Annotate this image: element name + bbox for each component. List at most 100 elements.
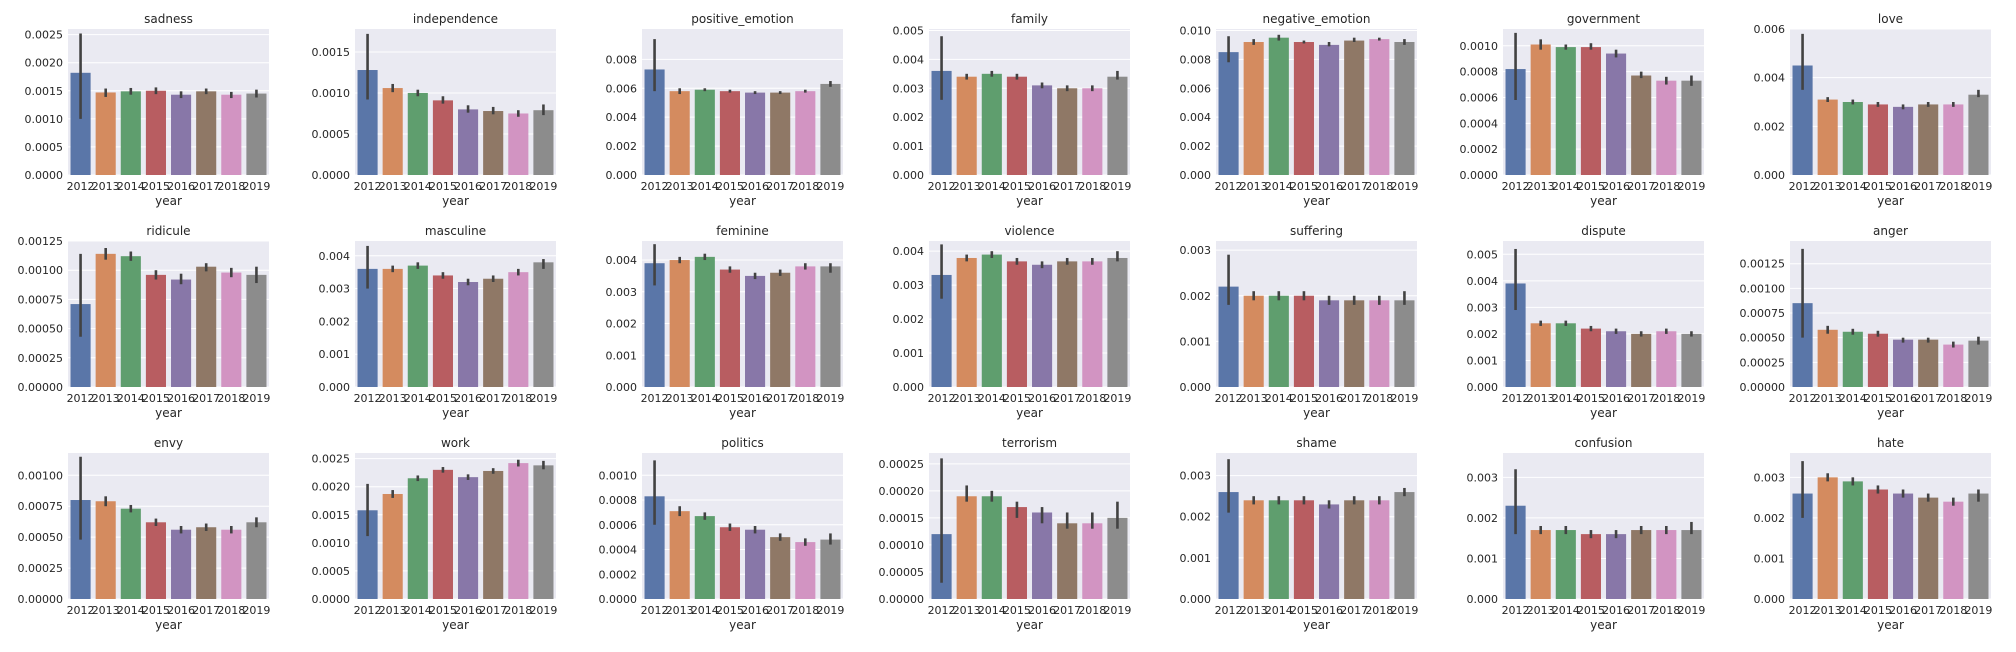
y-tick-label: 0.002 xyxy=(1180,511,1212,524)
y-tick-label: 0.003 xyxy=(319,283,351,296)
y-tick-label: 0.0015 xyxy=(25,85,64,98)
bar-2016 xyxy=(745,529,766,599)
x-tick-label: 2017 xyxy=(766,180,794,193)
y-tick-label: 0.00100 xyxy=(18,264,64,277)
x-tick-label: 2017 xyxy=(1914,392,1942,405)
subplot-title: negative_emotion xyxy=(1263,12,1371,26)
subplot-anger: 0.00000 0.00025 0.00050 0.00075 0.00100 0.001… xyxy=(1740,224,1993,420)
y-tick-label: 0.004 xyxy=(1467,275,1499,288)
x-tick-label: 2019 xyxy=(1677,392,1705,405)
x-tick-label: 2019 xyxy=(1964,392,1992,405)
bar-2014 xyxy=(1555,530,1576,599)
bar-2019 xyxy=(1107,76,1128,175)
bar-2016 xyxy=(1319,504,1340,599)
x-tick-label: 2014 xyxy=(978,392,1006,405)
bar-2016 xyxy=(1319,300,1340,387)
y-tick-label: 0.00015 xyxy=(879,512,925,525)
y-tick-label: 0.00025 xyxy=(18,352,64,365)
y-tick-label: 0.003 xyxy=(1467,301,1499,314)
x-tick-label: 2012 xyxy=(1502,180,1530,193)
x-tick-label: 2016 xyxy=(1028,180,1056,193)
y-tick-label: 0.0010 xyxy=(25,113,64,126)
y-tick-label: 0.00075 xyxy=(1740,307,1786,320)
x-tick-label: 2012 xyxy=(1215,180,1243,193)
bar-2018 xyxy=(508,113,529,175)
bar-2012 xyxy=(70,72,91,175)
subplot-title: envy xyxy=(154,436,183,450)
x-axis-label: year xyxy=(442,618,469,632)
y-tick-label: 0.000 xyxy=(606,169,638,182)
bar-2012 xyxy=(644,263,665,387)
x-tick-label: 2014 xyxy=(691,604,719,617)
y-tick-label: 0.00000 xyxy=(18,593,64,606)
y-tick-label: 0.001 xyxy=(606,349,638,362)
y-tick-label: 0.002 xyxy=(606,140,638,153)
x-tick-label: 2019 xyxy=(242,180,270,193)
x-tick-label: 2018 xyxy=(1652,392,1680,405)
x-tick-label: 2014 xyxy=(1552,392,1580,405)
x-tick-label: 2012 xyxy=(67,604,95,617)
x-axis-label: year xyxy=(155,194,182,208)
x-tick-label: 2019 xyxy=(1390,604,1418,617)
subplot-sadness: 0.0000 0.0005 0.0010 0.0015 0.0020 0.0025 2012… xyxy=(25,12,271,208)
bar-2017 xyxy=(1057,261,1078,387)
bar-2019 xyxy=(1681,80,1702,175)
y-tick-label: 0.0010 xyxy=(312,537,351,550)
x-tick-label: 2018 xyxy=(504,180,532,193)
bar-2012 xyxy=(357,268,378,387)
x-tick-label: 2016 xyxy=(1028,604,1056,617)
x-tick-label: 2014 xyxy=(404,604,432,617)
x-tick-label: 2012 xyxy=(1215,604,1243,617)
y-tick-label: 0.001 xyxy=(893,140,925,153)
y-tick-label: 0.000 xyxy=(1754,593,1786,606)
x-tick-label: 2012 xyxy=(1789,604,1817,617)
x-axis-label: year xyxy=(1016,194,1043,208)
bar-2013 xyxy=(95,253,116,387)
x-tick-label: 2019 xyxy=(529,392,557,405)
bar-2012 xyxy=(357,70,378,175)
subplot-title: independence xyxy=(413,12,498,26)
x-tick-label: 2016 xyxy=(454,180,482,193)
y-tick-label: 0.0006 xyxy=(599,519,638,532)
bar-2014 xyxy=(694,516,715,599)
bar-2016 xyxy=(1032,264,1053,387)
y-tick-label: 0.0000 xyxy=(599,593,638,606)
x-tick-label: 2015 xyxy=(1290,180,1318,193)
bar-2016 xyxy=(171,279,192,387)
subplot-positive_emotion: 0.0000.0020.0040.0060.008201220132014201… xyxy=(606,12,845,208)
bar-2013 xyxy=(1243,295,1264,387)
x-tick-label: 2014 xyxy=(691,392,719,405)
bar-2015 xyxy=(1867,104,1888,175)
subplot-ridicule: 0.00000 0.00025 0.00050 0.00075 0.00100 0.001… xyxy=(18,224,271,420)
bar-2013 xyxy=(95,92,116,175)
y-tick-label: 0.000 xyxy=(1180,169,1212,182)
y-tick-label: 0.002 xyxy=(1754,512,1786,525)
subplot-title: sadness xyxy=(144,12,193,26)
y-tick-label: 0.000 xyxy=(1180,593,1212,606)
y-tick-label: 0.0000 xyxy=(312,593,351,606)
x-tick-label: 2017 xyxy=(479,604,507,617)
bar-2012 xyxy=(644,69,665,175)
x-tick-label: 2013 xyxy=(379,604,407,617)
subplot-title: masculine xyxy=(425,224,486,238)
x-tick-label: 2017 xyxy=(1053,604,1081,617)
bar-2015 xyxy=(1006,507,1027,599)
x-axis-label: year xyxy=(1303,194,1330,208)
bar-2017 xyxy=(1631,530,1652,599)
y-tick-label: 0.0008 xyxy=(1460,66,1499,79)
x-tick-label: 2012 xyxy=(1502,604,1530,617)
y-tick-label: 0.0000 xyxy=(25,169,64,182)
bar-2015 xyxy=(1293,500,1314,599)
bar-2014 xyxy=(1268,295,1289,387)
x-axis-label: year xyxy=(155,406,182,420)
x-axis-label: year xyxy=(1877,194,1904,208)
bar-2016 xyxy=(171,529,192,599)
x-tick-label: 2015 xyxy=(1290,392,1318,405)
x-tick-label: 2013 xyxy=(953,392,981,405)
bar-2014 xyxy=(1842,481,1863,599)
bar-2017 xyxy=(483,470,504,599)
bar-2012 xyxy=(1505,505,1526,599)
x-tick-label: 2018 xyxy=(1652,604,1680,617)
bar-2013 xyxy=(95,501,116,599)
